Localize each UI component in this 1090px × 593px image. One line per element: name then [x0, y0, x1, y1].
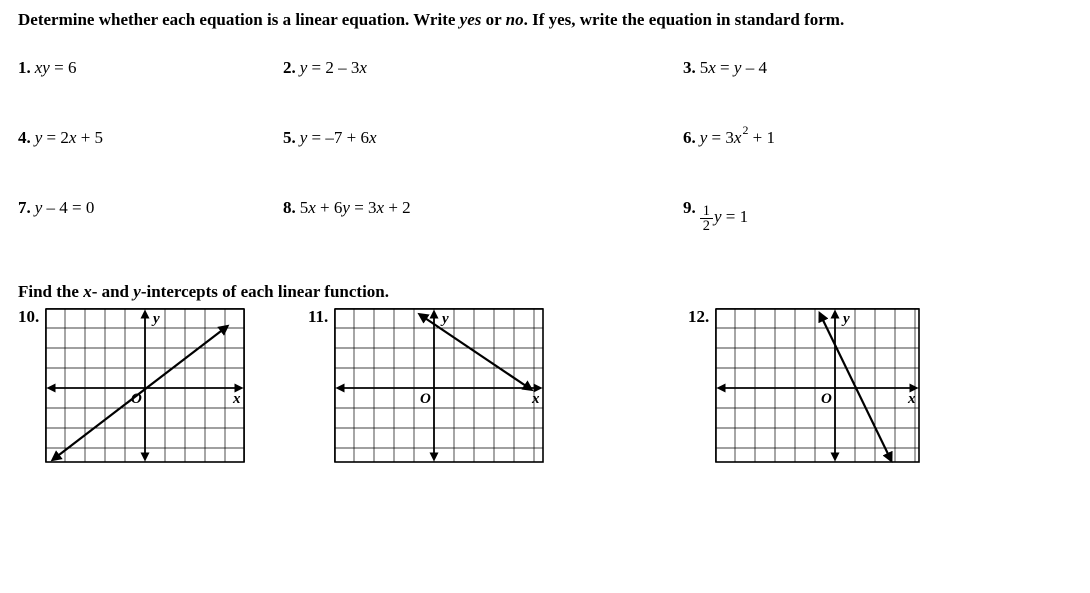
svg-text:y: y	[841, 311, 850, 327]
problems-grid: 1. xy = 62. y = 2 – 3x3. 5x = y – 44. y …	[18, 58, 1072, 232]
problem: 2. y = 2 – 3x	[283, 58, 683, 78]
svg-text:O: O	[420, 391, 431, 407]
coordinate-graph: y x O	[334, 308, 544, 463]
problem-number: 4.	[18, 128, 31, 148]
problem-row: 1. xy = 62. y = 2 – 3x3. 5x = y – 4	[18, 58, 1072, 78]
problem-equation: xy = 6	[35, 58, 77, 78]
problem: 7. y – 4 = 0	[18, 198, 283, 232]
section2-instructions: Find the x- and y-intercepts of each lin…	[18, 282, 1072, 302]
problem-number: 9.	[683, 198, 696, 218]
problem: 5. y = –7 + 6x	[283, 128, 683, 148]
problem-number: 2.	[283, 58, 296, 78]
graph-problem: 12. y x O	[688, 308, 1072, 463]
svg-text:x: x	[531, 391, 540, 407]
graph-number: 11.	[308, 308, 328, 325]
problem: 4. y = 2x + 5	[18, 128, 283, 148]
coordinate-graph: y x O	[45, 308, 245, 463]
instr-or: or	[481, 10, 505, 29]
svg-text:y: y	[440, 311, 449, 327]
graph-problem: 10. y x O	[18, 308, 308, 463]
svg-text:O: O	[821, 391, 832, 407]
svg-text:y: y	[151, 311, 160, 327]
problem-equation: y = 3x2 + 1	[700, 128, 775, 148]
instr2-trail: -intercepts of each linear function.	[141, 282, 389, 301]
instr2-mid: - and	[92, 282, 134, 301]
problem: 3. 5x = y – 4	[683, 58, 1072, 78]
instr2-x: x	[83, 282, 92, 301]
graph-number: 10.	[18, 308, 39, 325]
problem-equation: y = 2x + 5	[35, 128, 103, 148]
instr-lead: Determine whether each equation is a lin…	[18, 10, 460, 29]
problem-equation: 12y = 1	[700, 198, 748, 232]
instr2-lead: Find the	[18, 282, 83, 301]
problem-number: 3.	[683, 58, 696, 78]
graph-number: 12.	[688, 308, 709, 325]
problem-number: 5.	[283, 128, 296, 148]
svg-text:O: O	[131, 391, 142, 407]
coordinate-graph: y x O	[715, 308, 920, 463]
problem: 9. 12y = 1	[683, 198, 1072, 232]
problem-equation: 5x = y – 4	[700, 58, 767, 78]
problem-number: 6.	[683, 128, 696, 148]
svg-text:x: x	[232, 391, 241, 407]
svg-text:x: x	[907, 391, 916, 407]
problem-equation: y = –7 + 6x	[300, 128, 377, 148]
problem: 6. y = 3x2 + 1	[683, 128, 1072, 148]
graphs-row: 10. y x O 11. y x O 12. y x O	[18, 308, 1072, 463]
problem-number: 1.	[18, 58, 31, 78]
instr-no: no	[506, 10, 524, 29]
graph-problem: 11. y x O	[308, 308, 688, 463]
problem: 8. 5x + 6y = 3x + 2	[283, 198, 683, 232]
problem-row: 4. y = 2x + 55. y = –7 + 6x6. y = 3x2 + …	[18, 128, 1072, 148]
instr2-y: y	[133, 282, 141, 301]
problem-equation: y = 2 – 3x	[300, 58, 367, 78]
problem-number: 7.	[18, 198, 31, 218]
problem-equation: 5x + 6y = 3x + 2	[300, 198, 411, 218]
problem: 1. xy = 6	[18, 58, 283, 78]
problem-row: 7. y – 4 = 08. 5x + 6y = 3x + 29. 12y = …	[18, 198, 1072, 232]
section1-instructions: Determine whether each equation is a lin…	[18, 10, 1072, 30]
instr-yes: yes	[460, 10, 482, 29]
instr-trail: . If yes, write the equation in standard…	[524, 10, 845, 29]
problem-equation: y – 4 = 0	[35, 198, 95, 218]
problem-number: 8.	[283, 198, 296, 218]
